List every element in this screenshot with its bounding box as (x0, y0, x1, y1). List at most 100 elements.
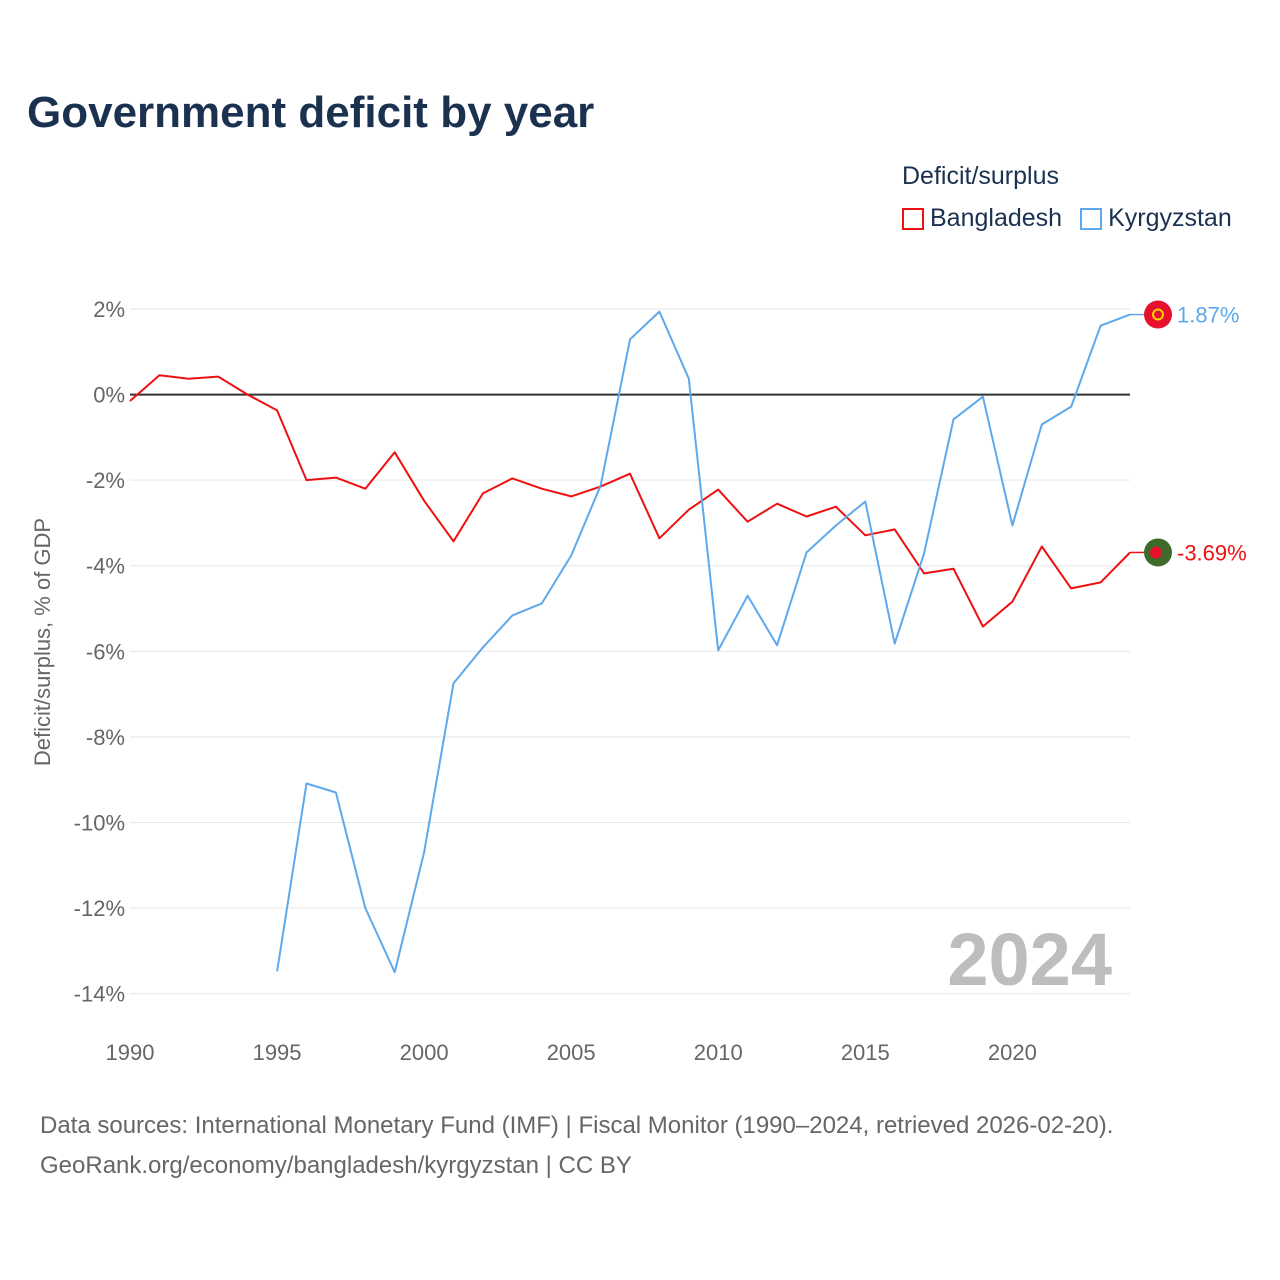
source-line: Data sources: International Monetary Fun… (40, 1112, 1114, 1139)
data-point-kyrgyzstan (1009, 523, 1015, 529)
data-point-bangladesh (186, 376, 192, 382)
attribution-line: GeoRank.org/economy/bangladesh/kyrgyzsta… (40, 1152, 632, 1179)
data-point-kyrgyzstan (774, 642, 780, 648)
data-point-bangladesh (715, 487, 721, 493)
data-point-bangladesh (774, 501, 780, 507)
data-point-bangladesh (951, 566, 957, 572)
data-point-kyrgyzstan (656, 309, 662, 315)
data-point-bangladesh (833, 504, 839, 510)
data-point-kyrgyzstan (362, 905, 368, 911)
legend-swatch-bangladesh (902, 207, 924, 230)
data-point-bangladesh (686, 507, 692, 513)
x-tick-label: 1990 (106, 1040, 155, 1065)
data-point-bangladesh (1039, 543, 1045, 549)
series-line-kyrgyzstan (276, 310, 1131, 974)
legend-label-kyrgyzstan: Kyrgyzstan (1108, 204, 1232, 232)
y-tick-label: -8% (86, 725, 125, 750)
data-point-kyrgyzstan (803, 549, 809, 555)
x-tick-label: 2015 (841, 1040, 890, 1065)
kyrgyzstan-flag-sun-icon (1152, 308, 1164, 321)
data-point-bangladesh (980, 623, 986, 629)
x-tick-label: 2020 (988, 1040, 1037, 1065)
legend-item-bangladesh[interactable]: Bangladesh (902, 204, 1062, 233)
year-watermark: 2024 (947, 918, 1112, 1001)
data-point-bangladesh (245, 392, 251, 398)
y-tick-label: -12% (74, 896, 125, 921)
data-point-bangladesh (1068, 585, 1074, 591)
data-point-bangladesh (480, 490, 486, 496)
data-point-kyrgyzstan (509, 612, 515, 618)
x-tick-label: 2010 (694, 1040, 743, 1065)
data-point-bangladesh (1009, 599, 1015, 605)
bangladesh-flag-disc-icon (1150, 546, 1162, 559)
data-point-kyrgyzstan (745, 593, 751, 599)
data-point-kyrgyzstan (480, 644, 486, 650)
data-point-kyrgyzstan (1098, 323, 1104, 329)
y-tick-label: -4% (86, 554, 125, 579)
data-point-kyrgyzstan (892, 641, 898, 647)
y-tick-label: 0% (93, 383, 125, 408)
data-point-bangladesh (745, 519, 751, 525)
data-point-bangladesh (362, 486, 368, 492)
data-point-bangladesh (921, 570, 927, 576)
legend-label-bangladesh: Bangladesh (930, 204, 1063, 232)
data-point-bangladesh (803, 514, 809, 520)
data-point-bangladesh (627, 471, 633, 477)
data-point-bangladesh (568, 493, 574, 499)
data-point-kyrgyzstan (451, 680, 457, 686)
legend: Bangladesh Kyrgyzstan (902, 204, 1232, 233)
data-point-bangladesh (656, 535, 662, 541)
kyrgyzstan-flag-icon (1144, 300, 1172, 329)
data-point-kyrgyzstan (951, 416, 957, 422)
series-line-bangladesh (129, 374, 1131, 628)
data-point-bangladesh (509, 475, 515, 481)
data-point-bangladesh (421, 498, 427, 504)
data-point-bangladesh (862, 532, 868, 538)
data-point-kyrgyzstan (568, 552, 574, 558)
data-point-kyrgyzstan (980, 394, 986, 400)
legend-item-kyrgyzstan[interactable]: Kyrgyzstan (1080, 204, 1232, 233)
x-tick-label: 1995 (253, 1040, 302, 1065)
data-point-kyrgyzstan (862, 499, 868, 505)
data-point-kyrgyzstan (627, 336, 633, 342)
y-tick-label: -10% (74, 810, 125, 835)
data-point-bangladesh (333, 475, 339, 481)
data-point-kyrgyzstan (1068, 404, 1074, 410)
y-tick-label: -2% (86, 468, 125, 493)
y-tick-label: -6% (86, 639, 125, 664)
data-point-kyrgyzstan (686, 376, 692, 382)
y-axis-label: Deficit/surplus, % of GDP (30, 518, 55, 766)
footer: Data sources: International Monetary Fun… (40, 1106, 1113, 1186)
data-point-bangladesh (892, 526, 898, 532)
data-point-kyrgyzstan (1039, 422, 1045, 428)
data-point-bangladesh (215, 374, 221, 380)
end-value-label-kyrgyzstan: 1.87% (1177, 303, 1239, 328)
x-tick-label: 2000 (400, 1040, 449, 1065)
data-point-kyrgyzstan (921, 550, 927, 556)
data-point-bangladesh (303, 477, 309, 483)
data-point-bangladesh (274, 407, 280, 413)
data-point-bangladesh (392, 449, 398, 455)
data-point-kyrgyzstan (539, 600, 545, 606)
data-point-kyrgyzstan (833, 523, 839, 529)
data-point-kyrgyzstan (303, 781, 309, 787)
data-point-bangladesh (127, 398, 133, 404)
legend-title: Deficit/surplus (902, 162, 1059, 190)
chart-title: Government deficit by year (27, 88, 595, 137)
data-point-bangladesh (451, 538, 457, 544)
data-point-kyrgyzstan (274, 968, 280, 974)
data-point-kyrgyzstan (392, 969, 398, 975)
data-point-kyrgyzstan (598, 483, 604, 489)
y-tick-label: 2% (93, 297, 125, 322)
x-tick-label: 2005 (547, 1040, 596, 1065)
data-point-bangladesh (539, 486, 545, 492)
data-point-kyrgyzstan (421, 849, 427, 855)
end-value-label-bangladesh: -3.69% (1177, 540, 1247, 565)
data-point-kyrgyzstan (333, 789, 339, 795)
data-point-bangladesh (1098, 579, 1104, 585)
data-point-bangladesh (156, 372, 162, 378)
data-point-kyrgyzstan (715, 647, 721, 653)
legend-swatch-kyrgyzstan (1080, 207, 1103, 230)
y-tick-label: -14% (74, 982, 125, 1007)
